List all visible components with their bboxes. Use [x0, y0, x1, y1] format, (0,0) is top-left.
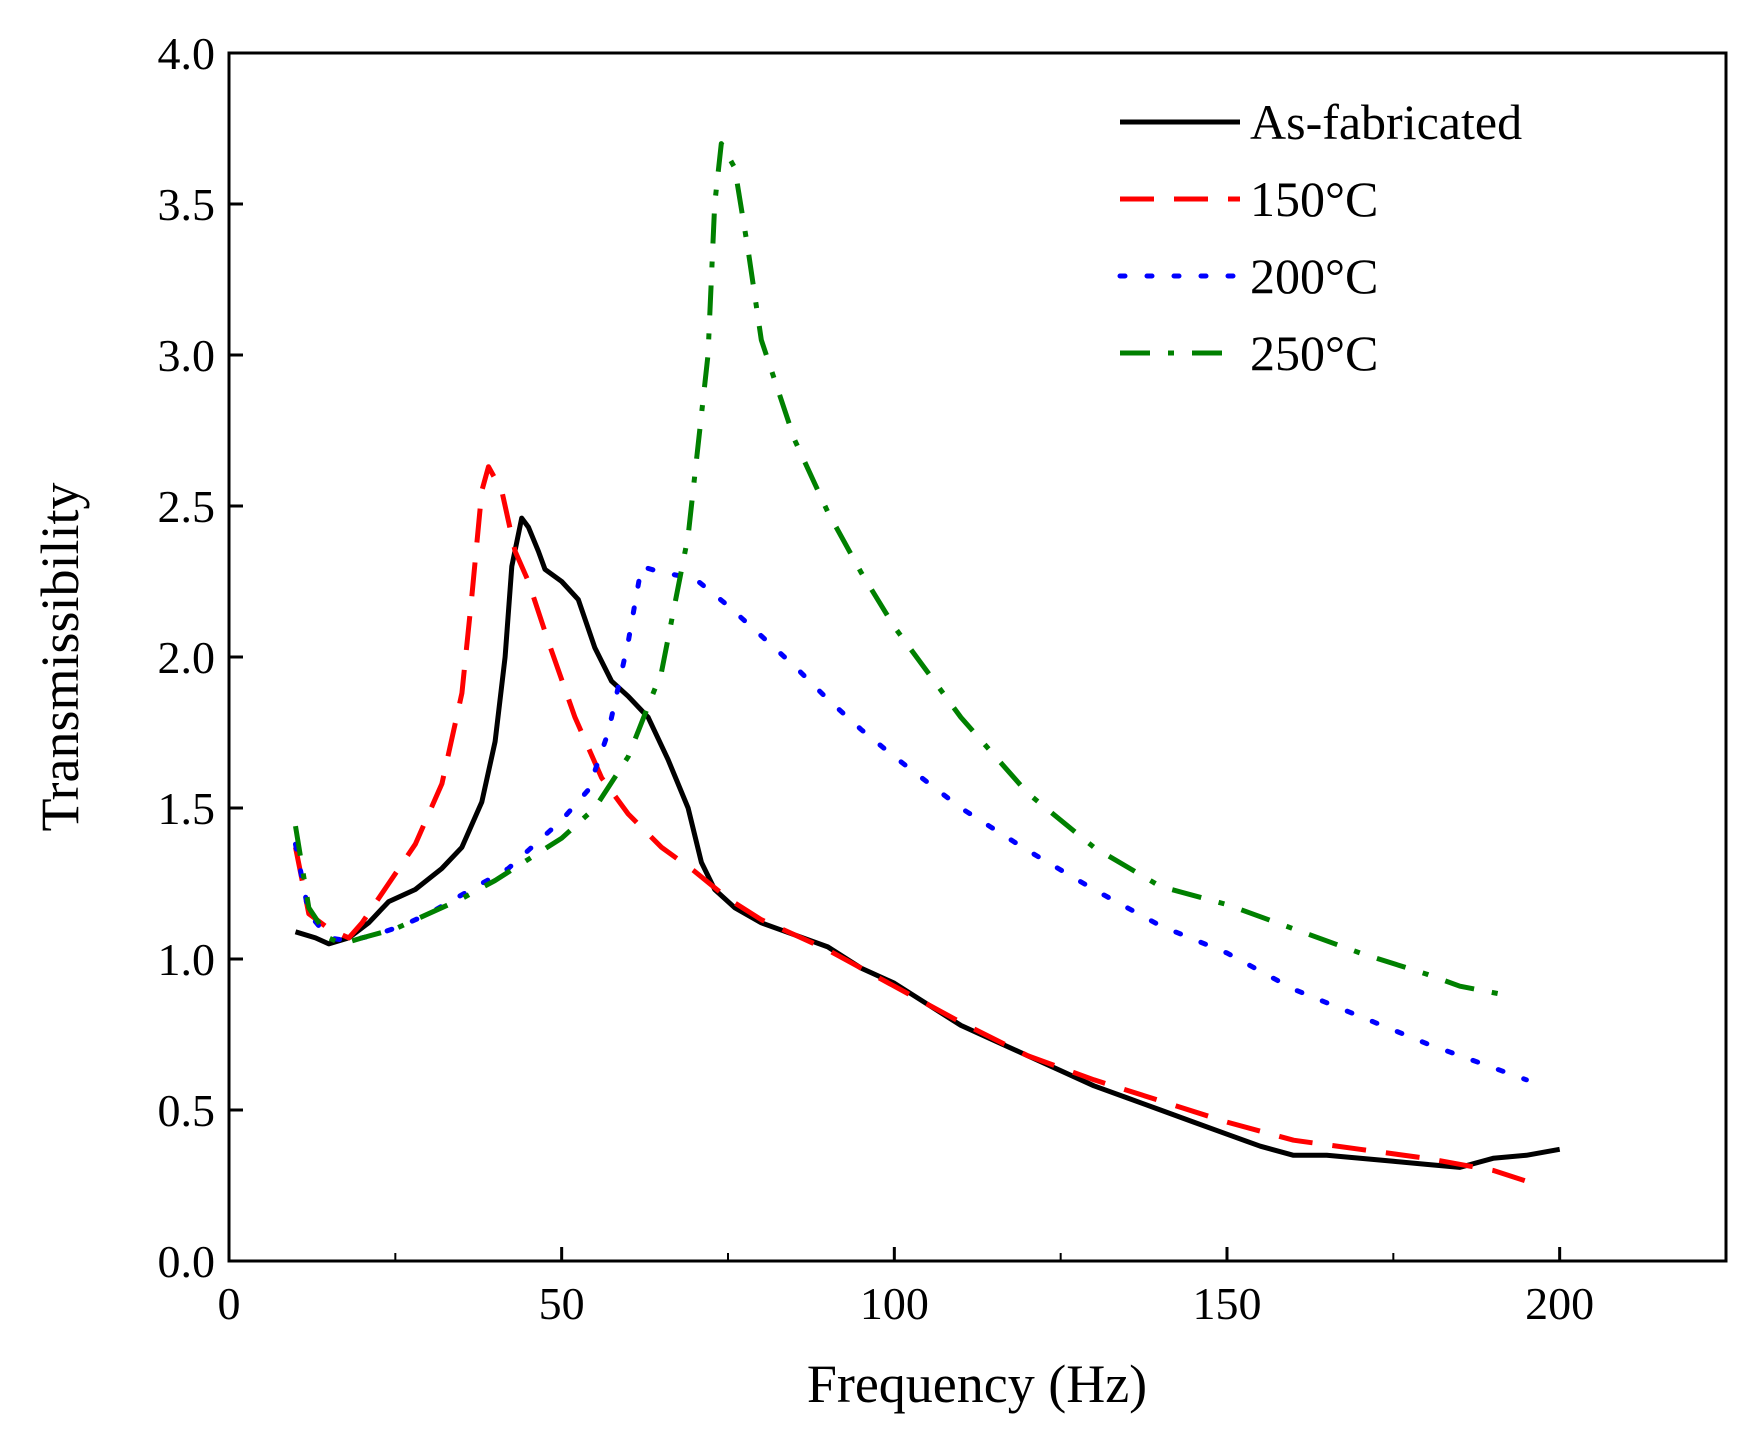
legend: As-fabricated 150°C 200°C 250°C — [1117, 94, 1522, 381]
x-tick-label: 100 — [860, 1278, 929, 1329]
y-tick-label: 1.0 — [158, 934, 216, 985]
x-tick-label: 0 — [218, 1278, 241, 1329]
y-tick-label: 2.5 — [158, 481, 216, 532]
x-tick-label: 200 — [1525, 1278, 1594, 1329]
legend-label-3: 250°C — [1250, 325, 1378, 381]
y-tick-label: 4.0 — [158, 28, 216, 79]
y-tick-label: 2.0 — [158, 632, 216, 683]
y-tick-label: 3.0 — [158, 330, 216, 381]
legend-label-1: 150°C — [1250, 171, 1378, 227]
y-tick-label: 0.5 — [158, 1085, 216, 1136]
y-tick-label: 0.0 — [158, 1236, 216, 1287]
x-tick-label: 50 — [539, 1278, 585, 1329]
series-line-3 — [293, 141, 1507, 998]
series-line-1 — [293, 464, 1541, 1188]
legend-label-2: 200°C — [1250, 248, 1378, 304]
ticks-layer: 0 50 100 150 200 0.0 0.5 1.0 1.5 2.0 2.5 3.0 3.5 4.0 — [158, 28, 1595, 1329]
y-tick-label: 3.5 — [158, 179, 216, 230]
y-tick-label: 1.5 — [158, 783, 216, 834]
y-axis-title: Transmissibility — [30, 482, 90, 831]
x-tick-label: 150 — [1193, 1278, 1262, 1329]
series-layer — [293, 141, 1561, 1188]
legend-label-0: As-fabricated — [1250, 94, 1522, 150]
x-axis-title: Frequency (Hz) — [807, 1354, 1147, 1414]
